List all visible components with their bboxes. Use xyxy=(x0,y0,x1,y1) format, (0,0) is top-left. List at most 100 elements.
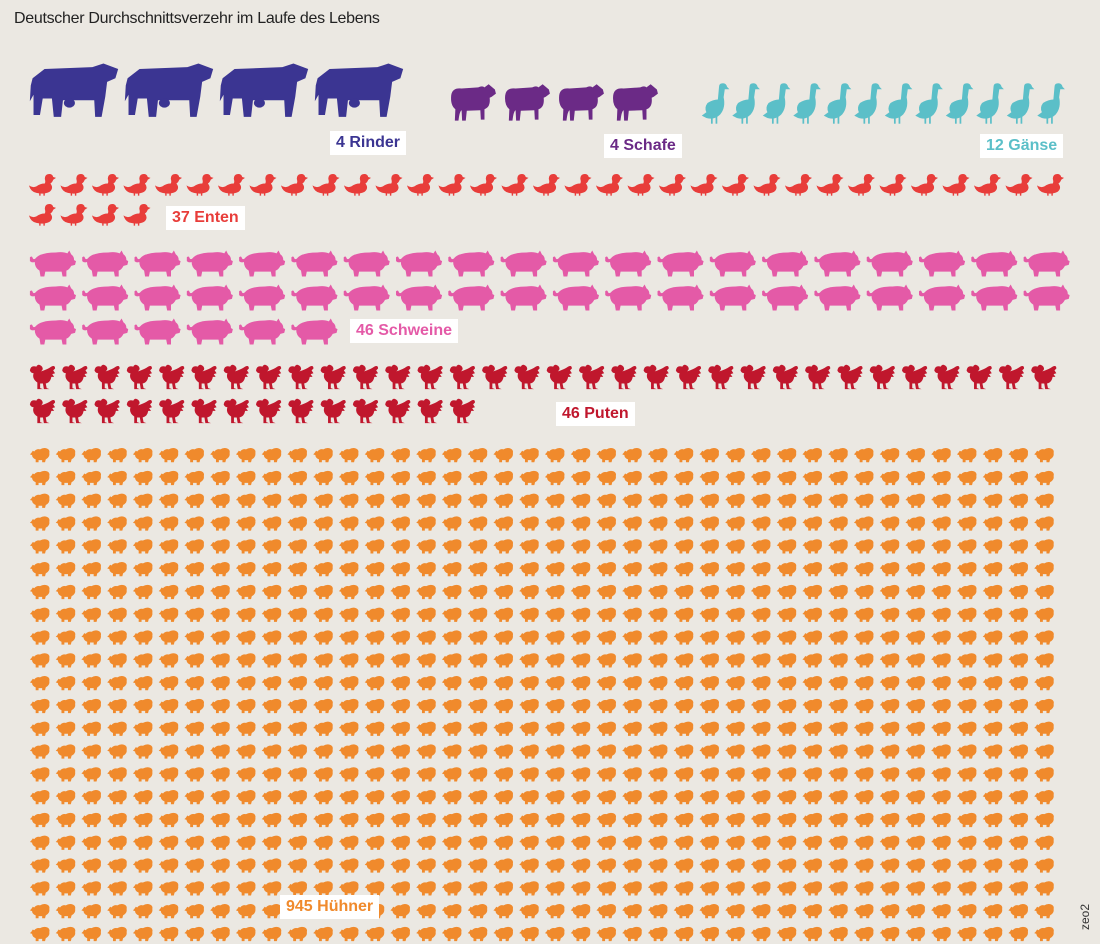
duck-icon xyxy=(658,174,686,196)
chicken-icon xyxy=(132,790,153,805)
chicken-icon xyxy=(879,448,900,463)
turkey-icon xyxy=(288,398,314,424)
label-enten: 37 Enten xyxy=(166,206,245,230)
chicken-icon xyxy=(210,698,230,714)
series-huehner xyxy=(29,448,1054,942)
chicken-icon xyxy=(416,858,436,873)
chicken-icon xyxy=(338,653,359,668)
chicken-icon xyxy=(776,721,797,736)
chicken-icon xyxy=(776,630,797,645)
chicken-icon xyxy=(699,698,720,714)
chicken-icon xyxy=(158,539,179,554)
chicken-icon xyxy=(596,584,617,600)
chicken-icon xyxy=(931,584,951,600)
chicken-icon xyxy=(338,812,359,828)
chicken-icon xyxy=(338,858,359,873)
chicken-icon xyxy=(390,721,411,736)
chicken-icon xyxy=(210,812,230,828)
chicken-icon xyxy=(776,904,797,919)
chicken-icon xyxy=(287,721,308,736)
chicken-icon xyxy=(828,858,848,873)
chicken-icon xyxy=(570,904,591,919)
chicken-icon xyxy=(519,448,539,463)
chicken-icon xyxy=(55,858,76,873)
chicken-icon xyxy=(364,744,385,759)
pig-icon xyxy=(343,284,390,311)
chicken-icon xyxy=(1034,926,1054,942)
chicken-icon xyxy=(1008,881,1029,896)
chicken-icon xyxy=(1008,812,1029,828)
duck-icon xyxy=(123,204,151,226)
chicken-icon xyxy=(184,539,205,554)
chicken-icon xyxy=(184,493,205,508)
chicken-icon xyxy=(132,812,153,828)
chicken-icon xyxy=(55,812,76,828)
pig-icon xyxy=(605,250,652,277)
chicken-icon xyxy=(261,790,282,805)
chart-title: Deutscher Durchschnittsverzehr im Laufe … xyxy=(14,10,380,27)
chicken-icon xyxy=(905,835,926,850)
chicken-icon xyxy=(725,630,745,645)
chicken-icon xyxy=(905,858,926,873)
chicken-icon xyxy=(802,448,823,463)
chicken-icon xyxy=(364,767,385,782)
chicken-icon xyxy=(544,744,565,759)
chicken-icon xyxy=(519,516,539,531)
chicken-icon xyxy=(107,562,127,577)
chicken-icon xyxy=(416,904,436,919)
chicken-icon xyxy=(55,562,76,577)
chicken-icon xyxy=(55,835,76,850)
chicken-icon xyxy=(390,790,411,805)
chicken-icon xyxy=(467,881,488,896)
chicken-icon xyxy=(390,835,411,850)
goose-icon xyxy=(701,83,730,124)
chicken-icon xyxy=(287,584,308,600)
chicken-icon xyxy=(905,584,926,600)
chicken-icon xyxy=(441,926,462,942)
chicken-icon xyxy=(622,698,642,714)
goose-icon xyxy=(915,83,943,124)
chicken-icon xyxy=(622,926,642,942)
chicken-icon xyxy=(210,470,230,486)
turkey-icon xyxy=(29,398,56,424)
chicken-icon xyxy=(622,562,642,577)
duck-icon xyxy=(312,174,340,196)
chicken-icon xyxy=(29,607,50,622)
chicken-icon xyxy=(210,744,230,759)
chicken-icon xyxy=(750,584,771,600)
chicken-icon xyxy=(699,584,720,600)
pig-icon xyxy=(971,284,1018,311)
chicken-icon xyxy=(699,539,720,554)
chicken-icon xyxy=(441,904,462,919)
chicken-icon xyxy=(107,881,127,896)
chicken-icon xyxy=(29,653,50,668)
goose-icon xyxy=(793,83,821,124)
duck-icon xyxy=(532,174,560,196)
chicken-icon xyxy=(596,744,617,759)
chicken-icon xyxy=(982,493,1003,508)
chicken-icon xyxy=(647,790,668,805)
chicken-icon xyxy=(956,653,977,668)
chicken-icon xyxy=(287,630,308,645)
chicken-icon xyxy=(725,904,745,919)
chicken-icon xyxy=(261,607,282,622)
chicken-icon xyxy=(1008,584,1029,600)
chicken-icon xyxy=(261,767,282,782)
chicken-icon xyxy=(750,721,771,736)
chicken-icon xyxy=(107,698,127,714)
cow-icon xyxy=(29,63,119,117)
pig-icon xyxy=(29,318,76,345)
chicken-icon xyxy=(107,539,127,554)
chicken-icon xyxy=(828,676,848,691)
chicken-icon xyxy=(905,790,926,805)
chicken-icon xyxy=(931,630,951,645)
turkey-icon xyxy=(352,364,379,390)
pig-icon xyxy=(657,284,704,311)
chicken-icon xyxy=(132,448,153,463)
chicken-icon xyxy=(647,630,668,645)
chicken-icon xyxy=(338,607,359,622)
chicken-icon xyxy=(570,858,591,873)
chicken-icon xyxy=(235,812,256,828)
chicken-icon xyxy=(158,653,179,668)
chicken-icon xyxy=(107,493,127,508)
